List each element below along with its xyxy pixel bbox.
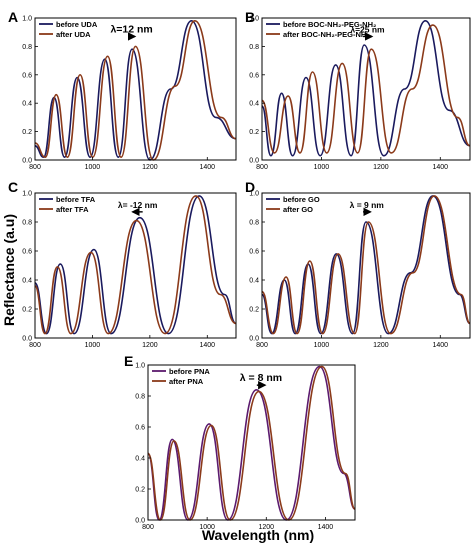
shift-label: λ= -12 nm bbox=[118, 200, 158, 210]
legend-label: after UDA bbox=[56, 30, 91, 39]
panel-letter: C bbox=[8, 179, 18, 195]
y-tick-label: 0.8 bbox=[22, 44, 32, 51]
plot-frame bbox=[34, 17, 237, 161]
panel-letter: B bbox=[245, 9, 255, 25]
panel-letter: E bbox=[124, 353, 133, 369]
x-tick-label: 1200 bbox=[142, 342, 158, 349]
series-line-after bbox=[34, 19, 237, 161]
y-tick-label: 0.0 bbox=[249, 158, 259, 165]
y-tick-label: 1.0 bbox=[22, 16, 32, 23]
panel-d: D 800 1000 1200 1400 0.0 0.2 0.4 0.6 0.8 1.0 before… bbox=[245, 179, 471, 349]
y-tick-label: 0.8 bbox=[249, 44, 259, 51]
x-tick-label: 800 bbox=[256, 342, 268, 349]
x-tick-label: 800 bbox=[142, 524, 154, 531]
x-tick-label: 1000 bbox=[85, 342, 101, 349]
y-tick-label: 0.2 bbox=[22, 307, 32, 314]
shift-label: λ = 8 nm bbox=[240, 372, 282, 384]
legend-label: before GO bbox=[283, 195, 320, 204]
y-tick-label: 1.0 bbox=[135, 363, 145, 370]
shift-label: λ=25 nm bbox=[350, 24, 385, 34]
legend-label: after BOC-NH₂-PEG-NH₂ bbox=[283, 30, 370, 39]
panel-letter: D bbox=[245, 179, 255, 195]
panel-e: E 800 1000 1200 1400 0.0 0.2 0.4 0.6 0.8 1.0 before… bbox=[124, 353, 356, 531]
series-line-before bbox=[261, 19, 471, 157]
x-tick-label: 1400 bbox=[199, 342, 215, 349]
x-tick-label: 1400 bbox=[199, 164, 215, 171]
y-tick-label: 0.4 bbox=[249, 101, 259, 108]
x-tick-label: 1200 bbox=[373, 164, 389, 171]
x-tick-label: 1000 bbox=[85, 164, 101, 171]
shift-label: λ=12 nm bbox=[110, 23, 152, 35]
y-tick-label: 0.6 bbox=[22, 249, 32, 256]
y-tick-label: 0.8 bbox=[135, 394, 145, 401]
y-tick-label: 0.2 bbox=[249, 307, 259, 314]
x-tick-label: 1200 bbox=[373, 342, 389, 349]
plot-frame bbox=[34, 192, 237, 339]
y-tick-label: 0.0 bbox=[135, 518, 145, 525]
y-tick-label: 0.0 bbox=[22, 336, 32, 343]
x-tick-label: 800 bbox=[29, 164, 41, 171]
y-tick-label: 0.4 bbox=[249, 278, 259, 285]
y-tick-label: 0.4 bbox=[135, 456, 145, 463]
legend-label: before BOC-NH₂-PEG-NH₂ bbox=[283, 20, 376, 29]
y-tick-label: 1.0 bbox=[249, 16, 259, 23]
y-tick-label: 0.6 bbox=[135, 425, 145, 432]
x-tick-label: 1400 bbox=[432, 164, 448, 171]
x-tick-label: 1000 bbox=[314, 342, 330, 349]
series-line-before bbox=[34, 19, 237, 161]
x-tick-label: 1400 bbox=[318, 524, 334, 531]
x-tick-label: 1000 bbox=[314, 164, 330, 171]
y-tick-label: 0.6 bbox=[249, 72, 259, 79]
y-axis-title: Reflectance (a.u) bbox=[1, 214, 17, 326]
legend-label: after PNA bbox=[169, 377, 204, 386]
y-tick-label: 1.0 bbox=[22, 191, 32, 198]
legend-label: before TFA bbox=[56, 195, 96, 204]
plot-frame bbox=[261, 17, 471, 161]
series-line-after bbox=[261, 195, 471, 335]
panel-b: B 800 1000 1200 1400 0.0 0.2 0.4 0.6 0.8 1.0 before… bbox=[245, 9, 471, 171]
x-tick-label: 800 bbox=[29, 342, 41, 349]
shift-label: λ = 9 nm bbox=[350, 200, 385, 210]
y-tick-label: 0.6 bbox=[249, 249, 259, 256]
series-line-after bbox=[261, 24, 471, 154]
series-line-before bbox=[261, 195, 471, 335]
y-tick-label: 0.2 bbox=[249, 129, 259, 136]
series-line-before bbox=[34, 195, 237, 335]
panel-a: A 800 1000 1200 1400 0.0 0.2 0.4 0.6 0.8 1.0 before… bbox=[8, 9, 237, 171]
y-tick-label: 0.2 bbox=[22, 129, 32, 136]
x-tick-label: 1400 bbox=[432, 342, 448, 349]
panel-c: C 800 1000 1200 1400 0.0 0.2 0.4 0.6 0.8 1.0 before… bbox=[8, 179, 237, 349]
x-axis-title: Wavelength (nm) bbox=[202, 527, 314, 543]
series-line-after bbox=[147, 365, 356, 521]
series-line-before bbox=[147, 365, 356, 521]
y-tick-label: 1.0 bbox=[249, 191, 259, 198]
x-tick-label: 800 bbox=[256, 164, 268, 171]
plot-frame bbox=[147, 364, 356, 521]
legend-label: before PNA bbox=[169, 367, 210, 376]
y-tick-label: 0.4 bbox=[22, 101, 32, 108]
y-tick-label: 0.0 bbox=[22, 158, 32, 165]
x-tick-label: 1000 bbox=[199, 524, 215, 531]
panel-letter: A bbox=[8, 9, 18, 25]
y-tick-label: 0.4 bbox=[22, 278, 32, 285]
plot-frame bbox=[261, 192, 471, 339]
x-tick-label: 1200 bbox=[142, 164, 158, 171]
y-tick-label: 0.8 bbox=[249, 220, 259, 227]
y-tick-label: 0.2 bbox=[135, 487, 145, 494]
legend-label: after TFA bbox=[56, 205, 89, 214]
y-tick-label: 0.0 bbox=[249, 336, 259, 343]
legend-label: before UDA bbox=[56, 20, 98, 29]
legend-label: after GO bbox=[283, 205, 313, 214]
y-tick-label: 0.8 bbox=[22, 220, 32, 227]
y-tick-label: 0.6 bbox=[22, 72, 32, 79]
x-tick-label: 1200 bbox=[258, 524, 274, 531]
series-line-after bbox=[34, 195, 237, 335]
